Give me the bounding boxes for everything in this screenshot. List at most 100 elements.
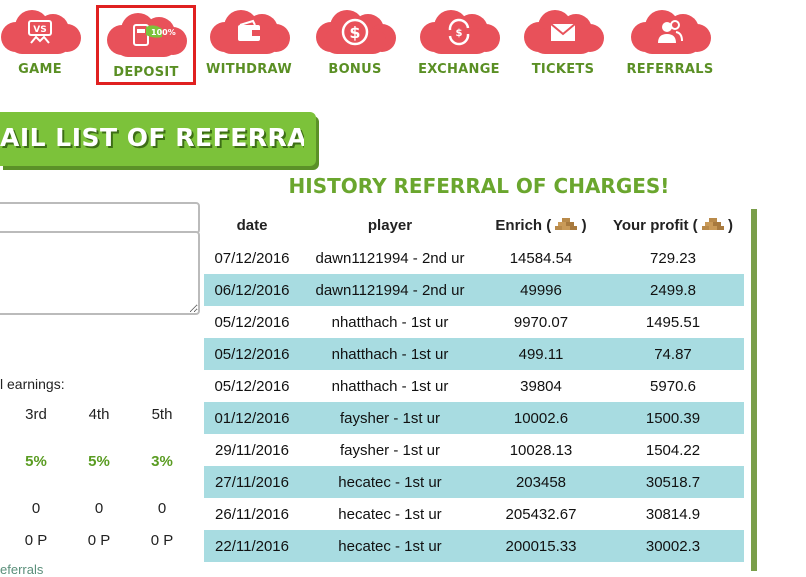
exchange-icon: $ [448,18,470,46]
history-table: date player Enrich ( ) Your profit ( [204,208,744,562]
earnings-label: l earnings: [0,376,65,392]
level-count: 0 [94,500,104,517]
level-count: 0 [157,500,167,517]
nav-label: TICKETS [531,62,595,77]
col-player: player [367,216,413,234]
cell-date: 06/12/2016 [214,281,290,299]
cell-date: 07/12/2016 [214,249,290,267]
svg-text:$: $ [349,23,360,42]
level-count: 0 [31,500,41,517]
table-row: 05/12/2016 nhatthach - 1st ur 499.11 74.… [204,338,744,370]
percent-badge: 100% [151,28,176,37]
scrollbar[interactable] [751,209,757,571]
cell-enrich: 205432.67 [505,505,577,523]
cell-enrich: 9970.07 [513,313,569,331]
table-row: 05/12/2016 nhatthach - 1st ur 39804 5970… [204,370,744,402]
nav-deposit[interactable]: 100% DEPOSIT [96,5,196,85]
table-row: 01/12/2016 faysher - 1st ur 10002.6 1500… [204,402,744,434]
table-row: 27/11/2016 hecatec - 1st ur 203458 30518… [204,466,744,498]
cell-profit: 5970.6 [650,377,696,395]
users-icon [658,20,683,43]
cell-date: 05/12/2016 [214,377,290,395]
cell-date: 05/12/2016 [214,313,290,331]
level-name: 5th [151,406,173,423]
nav-label: BONUS [328,62,382,77]
cell-enrich: 10002.6 [513,409,569,427]
col-enrich-close: ) [581,216,587,234]
cell-date: 05/12/2016 [214,345,290,363]
cell-enrich: 200015.33 [505,537,577,555]
cell-profit: 1500.39 [645,409,701,427]
nav-game[interactable]: VS GAME [0,0,90,84]
table-header: date player Enrich ( ) Your profit ( [204,208,744,242]
cell-profit: 30518.7 [645,473,701,491]
cell-enrich: 203458 [515,473,567,491]
cell-date: 26/11/2016 [215,505,289,523]
cell-profit: 729.23 [650,249,696,267]
nav-referrals[interactable]: REFERRALS [620,0,720,84]
nav-label: GAME [18,62,62,77]
cell-date: 27/11/2016 [215,473,289,491]
cloud-button: $ [312,6,398,58]
cloud-button [627,6,713,58]
referrals-link[interactable]: eferrals [0,562,44,577]
email-input[interactable] [0,202,200,234]
svg-text:VS: VS [33,25,46,35]
message-textarea[interactable] [0,231,200,315]
table-row: 07/12/2016 dawn1121994 - 2nd ur 14584.54… [204,242,744,274]
col-enrich-label: Enrich ( [495,216,552,234]
cell-player: dawn1121994 - 2nd ur [315,281,465,299]
gold-bars-icon [701,217,724,230]
cell-profit: 1495.51 [645,313,701,331]
cloud-button [206,6,292,58]
email-referrals-button[interactable]: AIL LIST OF REFERRALS! [0,112,316,166]
cell-profit: 30814.9 [645,505,701,523]
nav-label: EXCHANGE [418,62,500,77]
level-percent: 3% [151,453,173,470]
cell-player: dawn1121994 - 2nd ur [315,249,465,267]
cell-enrich: 39804 [520,377,562,395]
level-percent: 5% [88,453,110,470]
cloud-button: $ [416,6,502,58]
cell-player: nhatthach - 1st ur [331,313,449,331]
deposit-card-icon [133,24,162,46]
banner-label: AIL LIST OF REFERRALS! [0,123,304,152]
nav-label: WITHDRAW [206,62,292,77]
cell-enrich: 499.11 [518,345,564,363]
cell-date: 01/12/2016 [214,409,290,427]
col-profit-label: Your profit ( [612,216,698,234]
nav-exchange[interactable]: $ EXCHANGE [409,0,509,84]
nav-label: DEPOSIT [113,65,179,80]
dollar-coin-icon: $ [341,18,369,46]
cell-player: faysher - 1st ur [339,441,441,459]
table-row: 26/11/2016 hecatec - 1st ur 205432.67 30… [204,498,744,530]
cell-profit: 1504.22 [645,441,701,459]
wallet-icon [238,19,260,41]
col-date: date [236,216,268,234]
cell-enrich: 49996 [520,281,562,299]
cell-enrich: 10028.13 [509,441,573,459]
level-points: 0 P [150,532,174,549]
nav-bonus[interactable]: $ BONUS [305,0,405,84]
cloud-button: VS [0,6,83,58]
history-title: HISTORY REFERRAL OF CHARGES! [288,174,670,198]
cloud-button: 100% [103,9,189,61]
envelope-icon [550,23,576,41]
level-name: 4th [88,406,110,423]
top-navigation: VS GAME 100% DEPOSIT WITHDRAW [0,0,806,92]
cell-player: hecatec - 1st ur [338,473,442,491]
cell-player: hecatec - 1st ur [338,537,442,555]
col-profit-close: ) [728,216,734,234]
cell-enrich: 14584.54 [509,249,573,267]
table-row: 05/12/2016 nhatthach - 1st ur 9970.07 14… [204,306,744,338]
level-percent: 5% [25,453,47,470]
cell-profit: 74.87 [654,345,692,363]
vs-icon: VS [28,20,52,44]
level-points: 0 P [87,532,111,549]
cell-profit: 30002.3 [645,537,701,555]
nav-tickets[interactable]: TICKETS [513,0,613,84]
svg-text:$: $ [456,28,463,39]
cell-player: hecatec - 1st ur [338,505,442,523]
nav-withdraw[interactable]: WITHDRAW [199,0,299,84]
col-enrich: Enrich ( ) [480,217,602,234]
